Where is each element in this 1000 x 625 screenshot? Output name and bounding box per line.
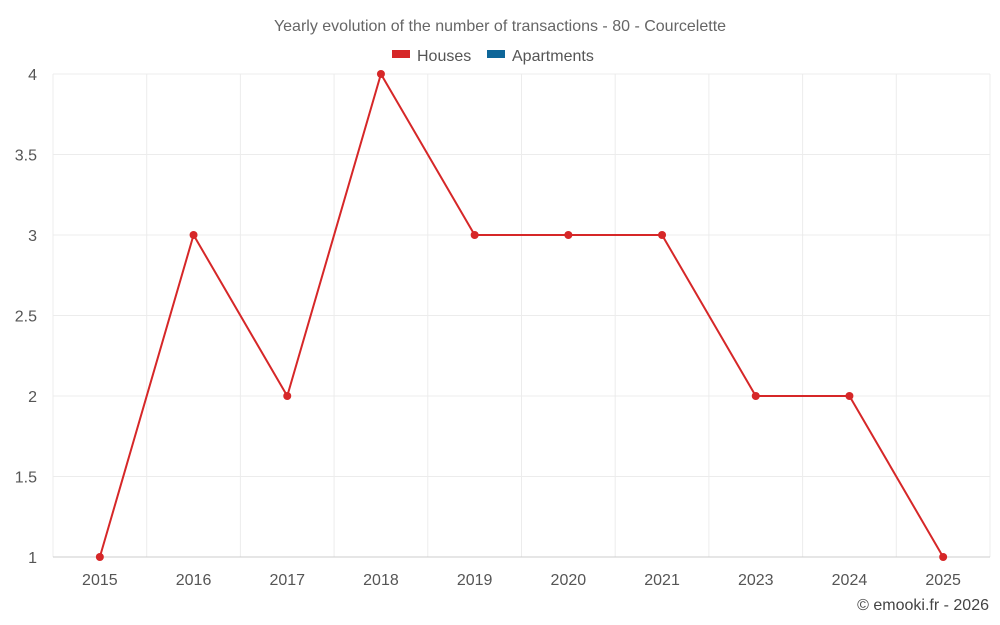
legend-swatch-houses	[392, 50, 410, 58]
data-point[interactable]	[845, 392, 854, 400]
legend-label-houses[interactable]: Houses	[417, 48, 471, 65]
legend-label-apartments[interactable]: Apartments	[512, 48, 594, 65]
data-point[interactable]	[658, 231, 667, 239]
x-tick-label: 2017	[269, 572, 305, 589]
x-tick-label: 2015	[82, 572, 118, 589]
x-tick-label: 2018	[363, 572, 399, 589]
data-point[interactable]	[470, 231, 479, 239]
y-tick-label: 4	[28, 67, 37, 84]
gridlines	[52, 73, 991, 557]
series	[95, 70, 948, 561]
data-point[interactable]	[564, 231, 573, 239]
y-tick-label: 1.5	[15, 470, 37, 487]
x-tick-label: 2016	[176, 572, 212, 589]
data-point[interactable]	[939, 553, 948, 561]
x-tick-label: 2023	[738, 572, 774, 589]
chart-title: Yearly evolution of the number of transa…	[274, 18, 726, 35]
x-tick-label: 2020	[551, 572, 587, 589]
legend-swatch-apartments	[487, 50, 505, 58]
x-tick-label: 2024	[832, 572, 868, 589]
x-tick-label: 2025	[925, 572, 961, 589]
y-tick-label: 3	[28, 228, 37, 245]
data-point[interactable]	[95, 553, 104, 561]
data-point[interactable]	[751, 392, 760, 400]
y-tick-label: 3.5	[15, 148, 37, 165]
series-line-houses	[98, 71, 945, 558]
axes: 1 1.5 2 2.5 3 3.5 4 2015 2016 2017 2018 2019 2020 202…	[15, 67, 990, 589]
data-point[interactable]	[189, 231, 198, 239]
y-tick-label: 1	[28, 550, 37, 567]
y-tick-label: 2.5	[15, 309, 37, 326]
data-point[interactable]	[283, 392, 292, 400]
credit-text: © emooki.fr - 2026	[857, 597, 989, 614]
legend: Houses Apartments	[392, 48, 594, 65]
x-tick-label: 2019	[457, 572, 493, 589]
y-tick-label: 2	[28, 389, 37, 406]
data-point[interactable]	[376, 70, 385, 78]
x-tick-label: 2021	[644, 572, 680, 589]
